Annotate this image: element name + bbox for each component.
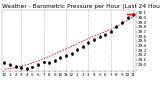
Title: Milwaukee Weather - Barometric Pressure per Hour (Last 24 Hours): Milwaukee Weather - Barometric Pressure … [0,4,160,9]
